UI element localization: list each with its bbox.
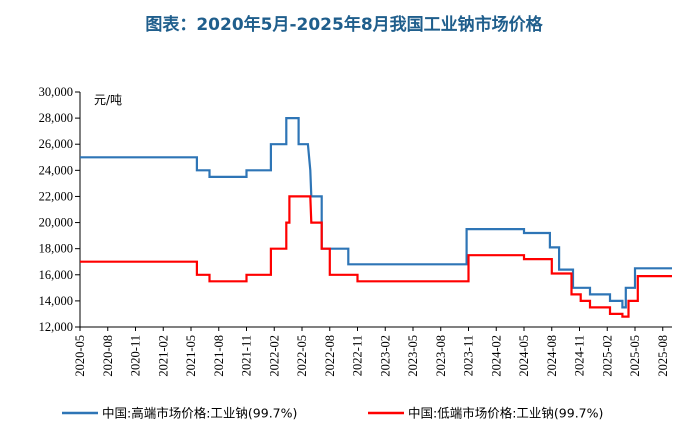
x-tick-label: 2023-05 — [406, 335, 420, 377]
y-tick-label: 26,000 — [39, 137, 73, 151]
legend: 中国:高端市场价格:工业钠(99.7%) 中国:低端市场价格:工业钠(99.7%) — [62, 406, 603, 421]
x-tick-label: 2024-02 — [489, 335, 503, 377]
x-tick-label: 2023-08 — [434, 335, 448, 377]
x-tick-label: 2022-02 — [267, 335, 281, 377]
y-tick-label: 20,000 — [39, 216, 73, 230]
y-tick-label: 14,000 — [39, 294, 73, 308]
x-tick-label: 2022-11 — [351, 335, 365, 376]
x-tick-label: 2024-08 — [545, 335, 559, 377]
y-tick-label: 16,000 — [39, 268, 73, 282]
x-tick-label: 2025-02 — [600, 335, 614, 377]
y-tick-label: 24,000 — [39, 163, 73, 177]
x-axis: 2020-05 2020-08 2020-11 2021-02 2021-05 2021-… — [73, 326, 672, 377]
unit-label: 元/吨 — [94, 93, 122, 107]
x-tick-label: 2021-02 — [156, 335, 170, 377]
series-line-high — [80, 117, 672, 309]
y-tick-label: 30,000 — [39, 85, 73, 99]
series-line-low — [80, 195, 672, 318]
x-tick-label: 2025-05 — [628, 335, 642, 377]
x-tick-label: 2021-08 — [212, 335, 226, 377]
chart-title: 图表：2020年5月-2025年8月我国工业钠市场价格 — [145, 14, 543, 35]
legend-label: 中国:高端市场价格:工业钠(99.7%) — [102, 406, 297, 421]
x-tick-label: 2021-05 — [184, 335, 198, 377]
x-tick-label: 2022-08 — [323, 335, 337, 377]
legend-label: 中国:低端市场价格:工业钠(99.7%) — [408, 406, 603, 421]
x-tick-label: 2023-11 — [462, 335, 476, 376]
x-tick-label: 2022-05 — [295, 335, 309, 377]
x-tick-label: 2020-08 — [101, 335, 115, 377]
x-tick-label: 2025-08 — [656, 335, 670, 377]
x-tick-label: 2021-11 — [240, 335, 254, 376]
x-tick-label: 2023-02 — [378, 335, 392, 377]
x-tick-label: 2020-05 — [73, 335, 87, 377]
y-axis: 12,000 14,000 16,000 18,000 20,000 22,000 24,0… — [39, 85, 81, 334]
x-tick-label: 2020-11 — [129, 335, 143, 376]
series-lines — [80, 117, 672, 318]
y-tick-label: 18,000 — [39, 242, 73, 256]
y-tick-label: 28,000 — [39, 111, 73, 125]
y-tick-label: 12,000 — [39, 320, 73, 334]
y-tick-label: 22,000 — [39, 189, 73, 203]
x-tick-label: 2024-11 — [573, 335, 587, 376]
x-tick-label: 2024-05 — [517, 335, 531, 377]
